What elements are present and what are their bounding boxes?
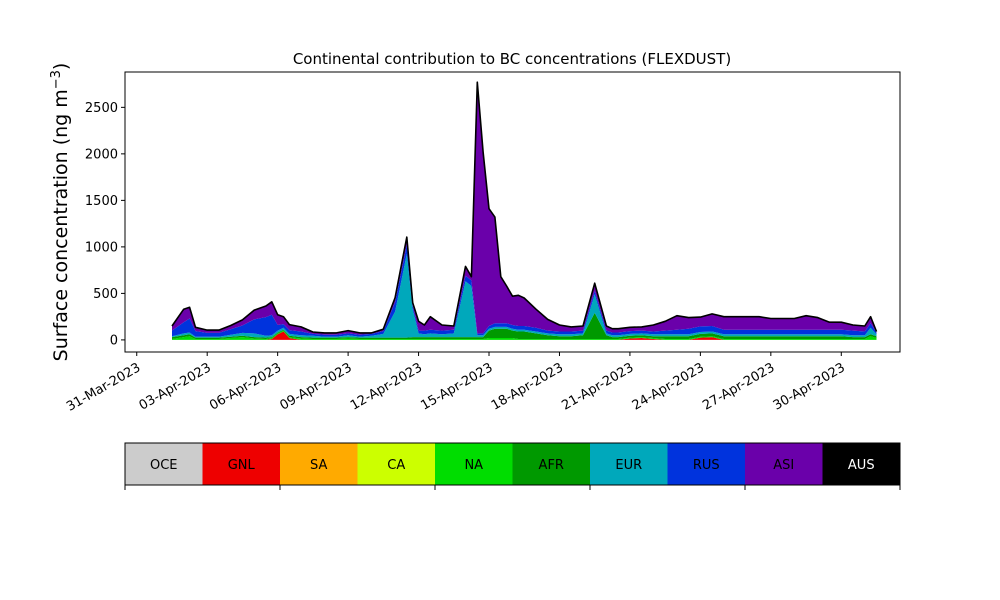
y-tick-label: 2500	[85, 101, 118, 116]
plot-frame	[124, 71, 901, 353]
legend-label-oce: OCE	[150, 458, 178, 473]
y-tick-label: 2000	[85, 147, 118, 162]
legend-swatch-sa	[280, 443, 358, 485]
y-axis-label-close: )	[50, 63, 72, 70]
legend-label-aus: AUS	[848, 458, 875, 473]
x-tick-label: 27-Apr-2023	[700, 360, 777, 413]
x-tick-label: 09-Apr-2023	[278, 360, 355, 413]
x-tick-label: 31-Mar-2023	[64, 360, 143, 414]
y-axis-label: Surface concentration (ng m−3)	[49, 63, 73, 362]
y-axis-label-main: Surface concentration (ng m	[50, 89, 72, 361]
legend-label-ca: CA	[387, 458, 405, 473]
x-tick-label: 15-Apr-2023	[418, 360, 495, 413]
total-concentration-line	[171, 81, 878, 334]
x-tick-label: 03-Apr-2023	[137, 360, 214, 413]
x-axis: 31-Mar-202303-Apr-202306-Apr-202309-Apr-…	[64, 352, 848, 415]
y-tick-label: 500	[93, 287, 118, 302]
legend-label-afr: AFR	[539, 458, 564, 473]
legend-frame	[124, 442, 901, 486]
x-tick-label: 12-Apr-2023	[348, 360, 425, 413]
legend-label-rus: RUS	[693, 458, 720, 473]
legend-swatch-aus	[822, 443, 901, 485]
x-tick-label: 21-Apr-2023	[559, 360, 636, 413]
legend-swatch-oce	[125, 443, 203, 485]
x-tick-label: 18-Apr-2023	[489, 360, 566, 413]
legend-swatch-ca	[357, 443, 436, 485]
y-axis-label-exponent: −3	[49, 70, 64, 89]
legend-swatch-na	[435, 443, 513, 485]
legend-label-gnl: GNL	[228, 458, 256, 473]
x-tick-label: 30-Apr-2023	[771, 360, 848, 413]
y-tick-label: 0	[110, 333, 118, 348]
area-afr	[172, 312, 877, 339]
legend-swatch-eur	[590, 443, 668, 485]
area-asi	[172, 82, 877, 335]
x-tick-label: 24-Apr-2023	[630, 360, 707, 413]
legend-swatch-asi	[745, 443, 823, 485]
legend-swatch-gnl	[202, 443, 281, 485]
y-tick-label: 1000	[85, 240, 118, 255]
legend-colorbar: OCE GNL SA CA NA AFR EUR RUS ASI AUS	[124, 442, 901, 490]
legend-label-eur: EUR	[615, 458, 642, 473]
legend-swatch-rus	[667, 443, 746, 485]
y-axis: 0 500 1000 1500 2000 2500	[85, 101, 125, 348]
legend-label-na: NA	[464, 458, 483, 473]
area-rus	[172, 244, 877, 337]
y-tick-label: 1500	[85, 194, 118, 209]
chart-title: Continental contribution to BC concentra…	[293, 50, 731, 68]
stacked-areas	[172, 82, 877, 340]
area-gnl	[172, 331, 877, 340]
legend-label-asi: ASI	[773, 458, 794, 473]
area-aus	[172, 82, 877, 333]
area-na	[172, 330, 877, 340]
x-tick-label: 06-Apr-2023	[207, 360, 284, 413]
legend-label-sa: SA	[310, 458, 327, 473]
legend-swatch-afr	[512, 443, 591, 485]
